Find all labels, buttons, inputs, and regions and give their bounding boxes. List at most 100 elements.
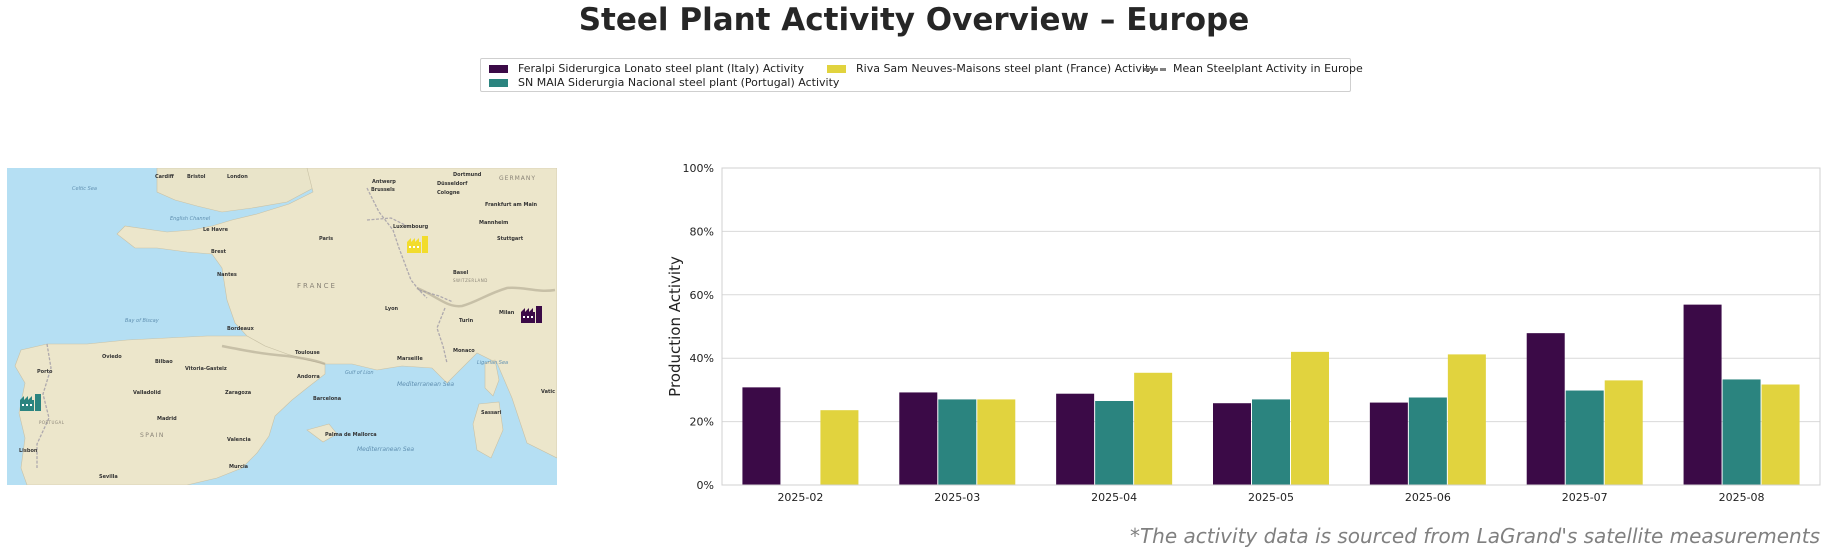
map-label-madrid: Madrid: [157, 416, 177, 422]
land-corsica: [484, 359, 500, 397]
bar-sn-maia-2025-07: [1565, 390, 1604, 485]
map-label-bay-of-biscay: Bay of Biscay: [125, 318, 160, 324]
y-tick-label: 0%: [697, 479, 714, 492]
bar-riva-2025-04: [1134, 372, 1173, 485]
x-tick-label: 2025-04: [1091, 491, 1137, 504]
map-label-murcia: Murcia: [229, 464, 248, 470]
x-tick-label: 2025-02: [777, 491, 823, 504]
map-label-bilbao: Bilbao: [155, 359, 173, 365]
map-label-basel: Basel: [453, 270, 469, 276]
legend-label-feralpi: Feralpi Siderurgica Lonato steel plant (…: [518, 62, 804, 75]
map-label-frankfurt: Frankfurt am Main: [485, 202, 538, 208]
map-label-bristol: Bristol: [187, 174, 206, 180]
map-label-nantes: Nantes: [217, 272, 237, 278]
map-label-cologne: Cologne: [437, 190, 460, 196]
map-label-celtic-sea: Celtic Sea: [72, 186, 97, 192]
bar-feralpi-2025-08: [1683, 304, 1722, 485]
factory-icon: [521, 306, 542, 323]
map-label-vitoria: Vitoria-Gasteiz: [185, 366, 227, 372]
bar-feralpi-2025-05: [1213, 403, 1251, 485]
map-label-ligurian-sea: Ligurian Sea: [477, 360, 508, 366]
map-label-monaco: Monaco: [453, 348, 475, 354]
map-label-london: London: [227, 174, 248, 180]
map-label-gulf-of-lion: Gulf of Lion: [345, 370, 374, 376]
map-label-valencia: Valencia: [227, 437, 251, 443]
legend-swatch-riva: [827, 65, 846, 73]
map-label-zaragoza: Zaragoza: [225, 390, 251, 396]
map-label-switzerland: SWITZERLAND: [453, 278, 488, 283]
map-label-porto: Porto: [37, 369, 53, 375]
land-sardinia: [472, 401, 504, 459]
map-label-lisbon: Lisbon: [19, 448, 38, 454]
bar-sn-maia-2025-05: [1252, 399, 1290, 485]
map-label-valladolid: Valladolid: [133, 390, 161, 396]
map-label-le-havre: Le Havre: [203, 227, 229, 233]
bar-feralpi-2025-04: [1056, 393, 1095, 485]
map-label-lyon: Lyon: [385, 306, 399, 312]
map-label-mannheim: Mannheim: [479, 220, 508, 226]
bar-riva-2025-07: [1604, 380, 1643, 485]
map-label-spain: SPAIN: [140, 432, 165, 439]
bar-sn-maia-2025-03: [938, 399, 977, 485]
x-tick-label: 2025-08: [1719, 491, 1765, 504]
map-label-brest: Brest: [211, 249, 227, 255]
legend-swatch-sn-maia: [489, 79, 508, 87]
x-tick-label: 2025-06: [1405, 491, 1451, 504]
bar-sn-maia-2025-04: [1095, 400, 1134, 485]
map-label-palma: Palma de Mallorca: [325, 432, 377, 438]
source-footnote: *The activity data is sourced from LaGra…: [1129, 524, 1820, 548]
y-tick-label: 40%: [690, 352, 714, 365]
bar-riva-2025-08: [1761, 384, 1800, 485]
x-tick-label: 2025-07: [1562, 491, 1608, 504]
factory-icon: [20, 394, 41, 411]
map-label-andorra: Andorra: [297, 374, 320, 380]
bar-feralpi-2025-06: [1369, 402, 1408, 485]
legend-label-mean: Mean Steelplant Activity in Europe: [1173, 62, 1363, 75]
map-label-oviedo: Oviedo: [102, 354, 122, 360]
bar-riva-2025-03: [977, 399, 1016, 485]
map-label-stuttgart: Stuttgart: [497, 236, 524, 242]
map-label-marseille: Marseille: [397, 356, 423, 362]
factory-icon: [407, 236, 428, 253]
border-lines: [36, 187, 454, 468]
map-label-portugal: PORTUGAL: [39, 420, 65, 425]
bar-riva-2025-02: [820, 410, 859, 485]
y-axis-label: Production Activity: [666, 256, 684, 397]
x-tick-label: 2025-03: [934, 491, 980, 504]
page-title: Steel Plant Activity Overview – Europe: [578, 2, 1250, 38]
bar-sn-maia-2025-08: [1722, 379, 1761, 485]
map-label-barcelona: Barcelona: [313, 396, 341, 402]
legend-label-riva: Riva Sam Neuves-Maisons steel plant (Fra…: [856, 62, 1156, 75]
y-tick-label: 20%: [690, 416, 714, 429]
map-label-seville: Sevilla: [99, 474, 118, 480]
marker-feralpi[interactable]: [521, 306, 542, 323]
bar-riva-2025-06: [1447, 354, 1486, 485]
land-iberia: [14, 335, 326, 485]
map-label-english-channel: English Channel: [170, 216, 211, 222]
land-balearics: [306, 423, 338, 443]
bar-riva-2025-05: [1291, 351, 1329, 485]
map-label-dusseldorf: Düsseldorf: [437, 181, 468, 187]
bar-feralpi-2025-03: [899, 392, 938, 485]
bar-feralpi-2025-07: [1526, 333, 1565, 485]
map-label-milan: Milan: [499, 310, 515, 316]
relief-alps: [416, 286, 556, 308]
map-label-vatican: Vatic: [541, 389, 555, 395]
marker-riva[interactable]: [407, 236, 428, 253]
map-label-dortmund: Dortmund: [453, 172, 482, 178]
map-label-brussels: Brussels: [371, 187, 395, 193]
bar-sn-maia-2025-06: [1408, 397, 1447, 485]
europe-map: Celtic Sea English Channel Bay of Biscay…: [7, 168, 557, 485]
legend-dash-mean: [1144, 68, 1166, 71]
x-tick-label: 2025-05: [1248, 491, 1294, 504]
map-label-cardiff: Cardiff: [155, 174, 175, 180]
map-label-toulouse: Toulouse: [295, 350, 320, 356]
map-label-antwerp: Antwerp: [372, 179, 396, 185]
legend-swatch-feralpi: [489, 65, 508, 73]
marker-sn-maia[interactable]: [20, 394, 41, 411]
y-tick-label: 100%: [683, 162, 714, 175]
y-tick-label: 60%: [690, 289, 714, 302]
map-label-mediterranean-sea: Mediterranean Sea: [397, 381, 454, 388]
map-label-mediterranean-sea-2: Mediterranean Sea: [357, 446, 414, 453]
map-label-paris: Paris: [319, 236, 333, 242]
